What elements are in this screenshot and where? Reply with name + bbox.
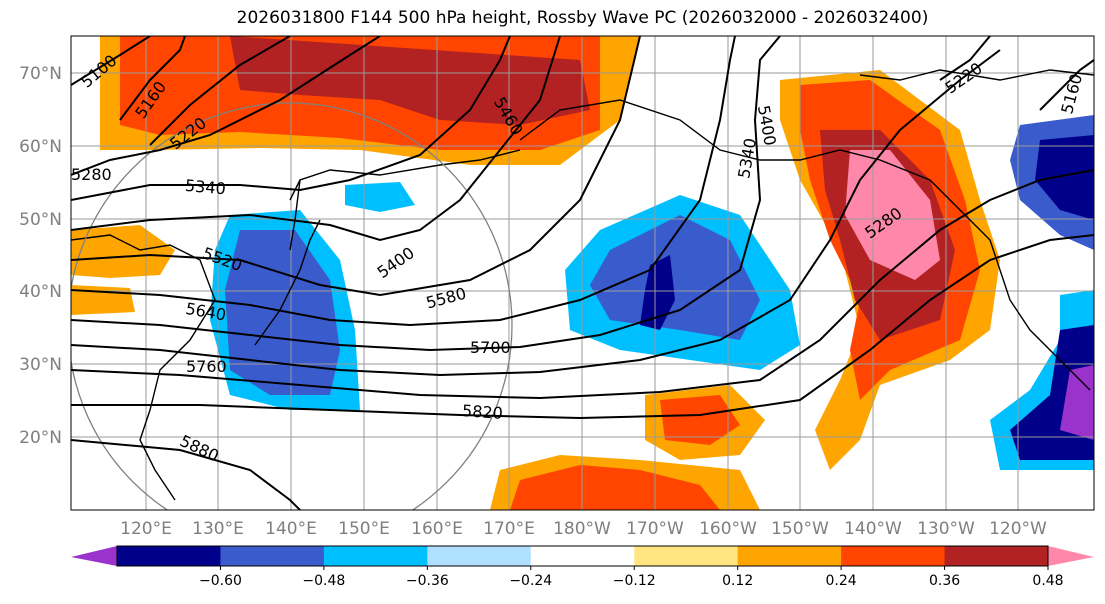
lon-label: 160°W <box>699 519 757 539</box>
colorbar-tick-label: −0.24 <box>509 573 552 589</box>
contour-label: 5340 <box>734 137 760 180</box>
lat-label: 30°N <box>19 355 62 375</box>
lon-label: 150°W <box>771 519 829 539</box>
colorbar-tick-label: 0.12 <box>722 573 753 589</box>
colorbar-segment <box>427 546 532 566</box>
lon-label: 130°W <box>917 519 975 539</box>
lon-label: 170°W <box>626 519 684 539</box>
colorbar-tick-label: 0.24 <box>826 573 857 589</box>
longitude-labels: 120°E 130°E 140°E 150°E 160°E 170°E 180°… <box>120 519 1047 539</box>
lat-label: 20°N <box>19 428 62 448</box>
contour-label: 5700 <box>470 338 511 357</box>
contour-label: 5820 <box>462 401 504 423</box>
anomaly-shading <box>71 36 1094 510</box>
colorbar-tick-label: −0.60 <box>199 573 242 589</box>
contour-label: 5580 <box>424 284 468 313</box>
contour-label: 5280 <box>71 165 112 184</box>
colorbar-tick-label: 0.48 <box>1032 573 1063 589</box>
contour-label: 5340 <box>184 176 226 198</box>
lon-label: 120°E <box>120 519 172 539</box>
colorbar-tick-label: −0.48 <box>302 573 345 589</box>
negative-anomaly-east-south-peak <box>1060 365 1094 440</box>
colorbar-tick-label: −0.36 <box>406 573 449 589</box>
lon-label: 160°E <box>411 519 463 539</box>
colorbar-tick-label: −0.12 <box>613 573 656 589</box>
negative-anomaly-japan-core <box>225 230 340 395</box>
lat-label: 70°N <box>19 64 62 84</box>
colorbar-segment <box>220 546 325 566</box>
colorbar-frame <box>116 545 1049 567</box>
colorbar-tick-label: 0.36 <box>929 573 960 589</box>
positive-anomaly-south-core <box>510 465 720 510</box>
lon-label: 120°W <box>989 519 1047 539</box>
contour-label: 5160 <box>1057 72 1086 116</box>
negative-anomaly-pacific-core <box>590 215 760 340</box>
negative-anomaly-east-north-core <box>1035 135 1094 220</box>
colorbar: −0.60 −0.48 −0.36 −0.24 −0.12 0.12 0.24 0.36 0.4… <box>71 545 1094 589</box>
lat-label: 40°N <box>19 282 62 302</box>
graticule <box>71 36 1094 510</box>
lon-label: 130°E <box>192 519 244 539</box>
positive-anomaly-alaska-peak <box>845 150 940 280</box>
lat-label: 50°N <box>19 210 62 230</box>
colorbar-segment <box>944 546 1049 566</box>
colorbar-segment <box>323 546 428 566</box>
colorbar-segment <box>841 546 946 566</box>
negative-anomaly-small <box>345 182 415 212</box>
height-contours <box>71 36 1094 510</box>
latitude-labels: 70°N 60°N 50°N 40°N 30°N 20°N <box>19 64 62 448</box>
coastlines <box>71 69 1094 501</box>
lon-label: 140°W <box>844 519 902 539</box>
colorbar-segment <box>634 546 739 566</box>
negative-anomaly-pacific-peak <box>640 255 675 330</box>
positive-anomaly-west <box>71 225 175 278</box>
lon-label: 140°E <box>265 519 317 539</box>
lon-label: 170°E <box>483 519 535 539</box>
lon-label: 150°E <box>338 519 390 539</box>
contour-label: 5400 <box>374 243 418 282</box>
positive-anomaly-west-2 <box>71 285 135 315</box>
contour-label: 5880 <box>177 431 222 465</box>
lon-label: 180°W <box>553 519 611 539</box>
map-frame <box>70 35 1095 511</box>
reference-circle <box>71 102 513 510</box>
colorbar-segment <box>117 546 221 566</box>
colorbar-extend-high <box>1048 546 1094 566</box>
contour-label: 5760 <box>186 357 227 376</box>
page-title: 2026031800 F144 500 hPa height, Rossby W… <box>236 8 929 28</box>
colorbar-segment <box>530 546 635 566</box>
positive-anomaly-hawaii-core <box>660 395 740 445</box>
colorbar-extend-low <box>71 546 117 566</box>
lat-label: 60°N <box>19 137 62 157</box>
colorbar-segment <box>737 546 842 566</box>
